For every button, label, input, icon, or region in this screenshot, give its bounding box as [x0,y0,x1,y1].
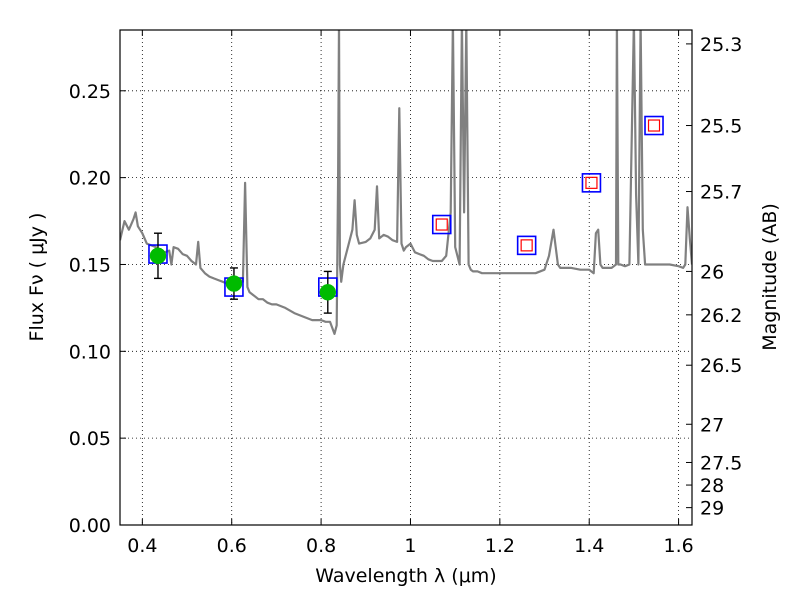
right-tick-label: 26.2 [700,305,742,327]
y-tick-label: 0.05 [69,428,111,450]
right-tick-label: 26.5 [700,355,742,377]
right-tick-label: 25.3 [700,34,742,56]
y-tick-label: 0.25 [69,81,111,103]
x-tick-label: 0.6 [217,535,247,557]
right-tick-label: 26 [700,261,724,283]
plot-frame [119,29,693,526]
x-tick-label: 0.8 [306,535,336,557]
x-tick-label: 1.2 [485,535,515,557]
model-square-marker [647,119,661,132]
photometry-square-marker [431,214,452,235]
marker-layer [148,115,664,314]
photometry-square-marker [516,235,537,256]
right-tick-label: 25.7 [700,182,742,204]
model-square-marker [435,218,448,231]
y-tick-label: 0.00 [69,515,111,537]
x-tick-label: 1 [404,535,416,557]
measurement-point [319,284,337,301]
axes: 0.4 0.6 0.8 1 1.2 1.4 1.6 0.00 0.05 0.10 0.15 0.20 0… [69,30,742,557]
x-tick-label: 1.4 [574,535,604,557]
right-tick-label: 25.5 [700,116,742,138]
y-tick-label: 0.20 [69,168,111,190]
x-tick-label: 0.4 [127,535,157,557]
measurement-point [149,247,167,265]
model-square-marker [520,239,533,252]
right-tick-label: 29 [700,498,724,520]
spectrum-line [120,30,692,335]
series-layer [120,30,692,335]
y-axis-label: Flux Fν ( μJy ) [26,213,48,342]
measurement-point [225,275,243,292]
right-tick-label: 28 [700,475,724,497]
x-axis-label: Wavelength λ (μm) [315,565,496,587]
x-tick-label: 1.6 [663,535,693,557]
right-axis-label: Magnitude (AB) [759,203,781,351]
y-tick-label: 0.10 [69,341,111,363]
photometry-square-marker [581,173,602,193]
y-tick-label: 0.15 [69,254,111,276]
model-square-marker [585,176,598,189]
right-tick-label: 27 [700,414,724,436]
right-tick-label: 27.5 [700,452,742,474]
photometry-square-marker [644,115,664,136]
plot-background [120,30,692,525]
